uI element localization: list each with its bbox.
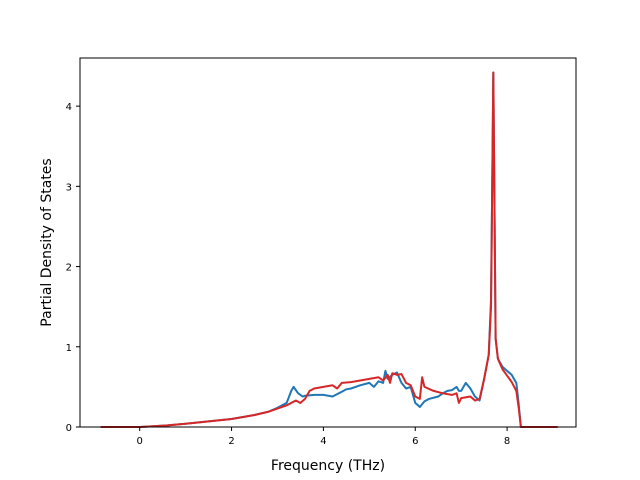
y-tick-label: 0	[66, 423, 72, 434]
x-axis-ticks: 0 2 4 6 8	[137, 427, 510, 447]
y-tick-label: 3	[66, 182, 72, 193]
x-axis-label: Frequency (THz)	[271, 458, 385, 474]
x-tick-label: 6	[412, 436, 418, 447]
x-tick-label: 8	[504, 436, 510, 447]
series-line-1	[100, 71, 558, 428]
series-line-2	[100, 71, 558, 428]
y-tick-label: 4	[66, 102, 72, 113]
y-tick-label: 2	[66, 263, 72, 274]
plot-frame	[79, 57, 577, 428]
series-lines	[100, 71, 558, 428]
y-axis-label: Partial Density of States	[39, 158, 55, 326]
x-tick-label: 0	[137, 436, 143, 447]
y-tick-label: 1	[66, 343, 72, 354]
x-tick-label: 4	[320, 436, 326, 447]
x-tick-label: 2	[228, 436, 234, 447]
y-axis-ticks: 0 1 2 3 4	[66, 102, 80, 434]
